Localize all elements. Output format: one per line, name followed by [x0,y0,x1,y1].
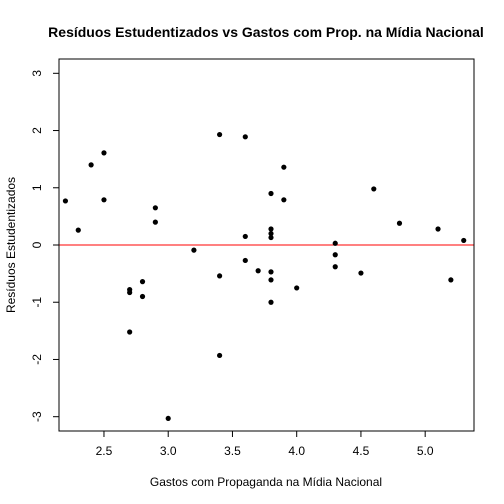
data-point [243,234,248,239]
data-point [268,226,273,231]
data-point [281,197,286,202]
data-point [461,238,466,243]
data-point [217,273,222,278]
data-point [333,241,338,246]
data-point [153,220,158,225]
data-point [281,165,286,170]
y-tick-label: -3 [30,411,44,422]
data-point [294,285,299,290]
data-point [268,235,273,240]
data-point [217,353,222,358]
data-point [140,294,145,299]
data-point [435,226,440,231]
y-tick-label: 2 [30,127,44,134]
data-point [191,248,196,253]
chart-title: Resíduos Estudentizados vs Gastos com Pr… [48,24,484,40]
data-point [217,132,222,137]
data-point [76,228,81,233]
data-point [333,264,338,269]
y-tick-label: 3 [30,70,44,77]
data-point [89,162,94,167]
x-tick-label: 3.0 [160,444,177,458]
data-point [166,416,171,421]
data-point [153,205,158,210]
data-point [268,269,273,274]
data-point [358,270,363,275]
data-point [127,290,132,295]
x-tick-label: 4.5 [353,444,370,458]
x-axis: 2.5 3.0 3.5 4.0 4.5 5.0 [96,431,434,458]
data-point [371,186,376,191]
data-point [333,252,338,257]
y-tick-label: -2 [30,354,44,365]
data-point [268,191,273,196]
data-point [256,268,261,273]
y-tick-label: 0 [30,241,44,248]
data-point [243,134,248,139]
data-point [268,300,273,305]
data-point [448,277,453,282]
x-tick-label: 4.0 [288,444,305,458]
data-point [268,277,273,282]
x-tick-label: 5.0 [417,444,434,458]
y-axis-label: Resíduos Estudentizados [4,177,18,313]
x-axis-label: Gastos com Propaganda na Mídia Nacional [150,475,382,489]
data-point [140,279,145,284]
y-axis: -3 -2 -1 0 1 2 3 [30,70,59,422]
data-point [397,221,402,226]
y-tick-label: 1 [30,184,44,191]
data-point [243,258,248,263]
data-point [127,329,132,334]
data-point [101,197,106,202]
x-tick-label: 3.5 [224,444,241,458]
y-tick-label: -1 [30,297,44,308]
x-tick-label: 2.5 [96,444,113,458]
data-point [101,150,106,155]
data-points [63,132,466,421]
data-point [63,198,68,203]
